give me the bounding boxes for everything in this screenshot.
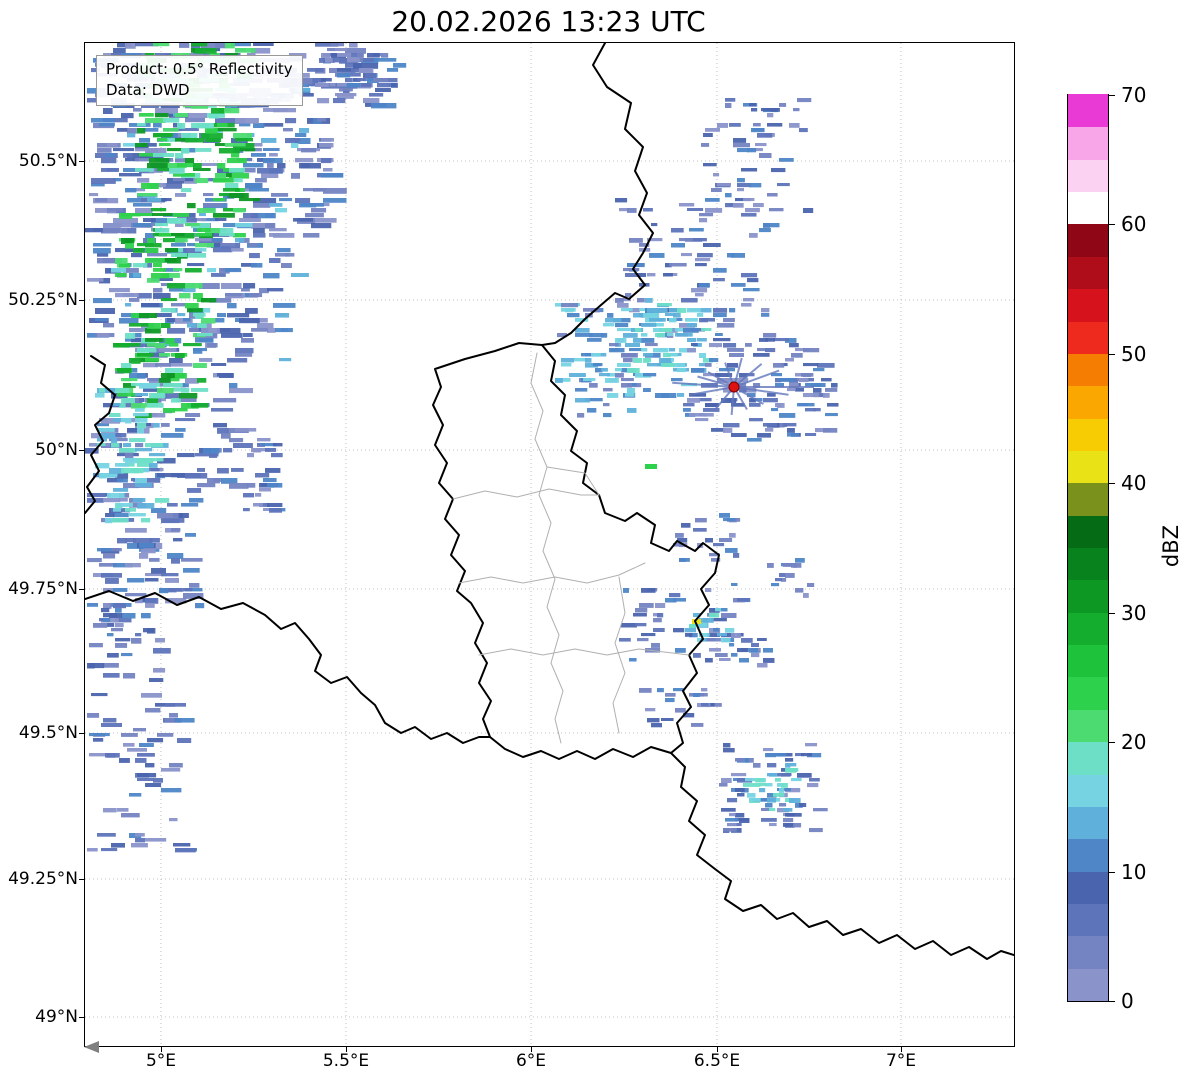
colorbar-tick-mark <box>1109 612 1115 614</box>
y-tick-label: 50.5°N <box>18 151 78 171</box>
y-tick-mark <box>79 879 84 880</box>
x-tick-label: 6°E <box>515 1051 547 1071</box>
colorbar-band <box>1068 482 1108 516</box>
colorbar-tick-mark <box>1109 1001 1115 1002</box>
map-plot: Product: 0.5° Reflectivity Data: DWD <box>84 42 1015 1047</box>
product-annotation-box: Product: 0.5° Reflectivity Data: DWD <box>96 55 303 106</box>
colorbar-tick-label: 50 <box>1121 341 1147 366</box>
colorbar-tick-label: 40 <box>1121 471 1147 496</box>
y-tick-mark <box>79 450 84 451</box>
colorbar-band <box>1068 612 1108 646</box>
y-tick-label: 49.75°N <box>8 579 78 599</box>
colorbar-band <box>1068 94 1108 128</box>
colorbar-band <box>1068 903 1108 937</box>
plot-title: 20.02.2026 13:23 UTC <box>391 5 706 38</box>
colorbar-tick-label: 70 <box>1121 83 1147 107</box>
x-tick-label: 5.5°E <box>322 1051 370 1071</box>
y-tick-label: 49°N <box>35 1007 78 1027</box>
x-tick-mark <box>346 1047 347 1052</box>
colorbar-band <box>1068 644 1108 678</box>
colorbar-band <box>1068 676 1108 710</box>
y-tick-mark <box>79 589 84 590</box>
colorbar-band <box>1068 417 1108 451</box>
x-tick-mark <box>901 1047 902 1052</box>
y-tick-mark <box>79 161 84 162</box>
colorbar-tick-mark <box>1109 871 1115 873</box>
colorbar-band <box>1068 353 1108 387</box>
colorbar-band <box>1068 806 1108 840</box>
colorbar <box>1067 94 1109 1002</box>
y-tick-label: 49.25°N <box>8 869 78 889</box>
y-tick-mark <box>79 733 84 734</box>
colorbar-band <box>1068 741 1108 775</box>
colorbar-band <box>1068 870 1108 904</box>
colorbar-tick-label: 30 <box>1121 600 1147 625</box>
belgium-france-border-west <box>85 355 116 514</box>
france-border-north <box>85 590 491 744</box>
x-tick-mark <box>717 1047 718 1052</box>
colorbar-band <box>1068 547 1108 581</box>
colorbar-band <box>1068 838 1108 872</box>
colorbar-tick-mark <box>1109 95 1115 96</box>
colorbar-band <box>1068 968 1108 1001</box>
colorbar-band <box>1068 450 1108 484</box>
colorbar-band <box>1068 385 1108 419</box>
colorbar-tick-mark <box>1109 742 1115 744</box>
colorbar-tick-mark <box>1109 483 1115 485</box>
luxembourg-border <box>432 342 720 760</box>
colorbar-band <box>1068 515 1108 548</box>
colorbar-band <box>1068 579 1108 613</box>
canton-line-2 <box>452 488 600 500</box>
radar-site-marker <box>728 381 740 393</box>
germany-belgium-border <box>541 43 654 346</box>
colorbar-band <box>1068 159 1108 193</box>
canton-line-3 <box>458 562 646 584</box>
x-tick-mark <box>531 1047 532 1052</box>
canton-line-1 <box>530 352 564 744</box>
colorbar-tick-mark <box>1109 224 1115 226</box>
x-tick-label: 6.5°E <box>693 1051 741 1071</box>
annotation-data-line: Data: DWD <box>106 81 190 99</box>
colorbar-tick-label: 20 <box>1121 730 1147 755</box>
y-tick-mark <box>79 1017 84 1018</box>
y-tick-label: 50°N <box>35 440 78 460</box>
colorbar-label: dBZ <box>1159 524 1184 568</box>
colorbar-tick-label: 60 <box>1121 212 1147 237</box>
x-tick-label: 7°E <box>885 1051 917 1071</box>
colorbar-band <box>1068 288 1108 322</box>
colorbar-band <box>1068 126 1108 160</box>
y-tick-label: 50.25°N <box>8 290 78 310</box>
y-tick-mark <box>79 300 84 301</box>
colorbar-band <box>1068 773 1108 807</box>
colorbar-band <box>1068 709 1108 743</box>
canton-line-4 <box>478 648 690 656</box>
radar-map-canvas <box>85 43 1014 1046</box>
colorbar-band <box>1068 256 1108 290</box>
corner-marker <box>84 1041 99 1053</box>
x-tick-label: 5°E <box>145 1051 177 1071</box>
canton-line-6 <box>546 466 600 496</box>
annotation-product-line: Product: 0.5° Reflectivity <box>106 60 293 78</box>
colorbar-band <box>1068 935 1108 969</box>
france-germany-border <box>670 752 1014 960</box>
canton-line-5 <box>612 576 626 734</box>
x-tick-mark <box>161 1047 162 1052</box>
colorbar-tick-label: 10 <box>1121 859 1147 884</box>
colorbar-band <box>1068 320 1108 354</box>
y-tick-label: 49.5°N <box>18 723 78 743</box>
colorbar-tick-mark <box>1109 353 1115 355</box>
colorbar-band <box>1068 191 1108 225</box>
colorbar-tick-label: 0 <box>1121 989 1134 1013</box>
colorbar-band <box>1068 223 1108 257</box>
